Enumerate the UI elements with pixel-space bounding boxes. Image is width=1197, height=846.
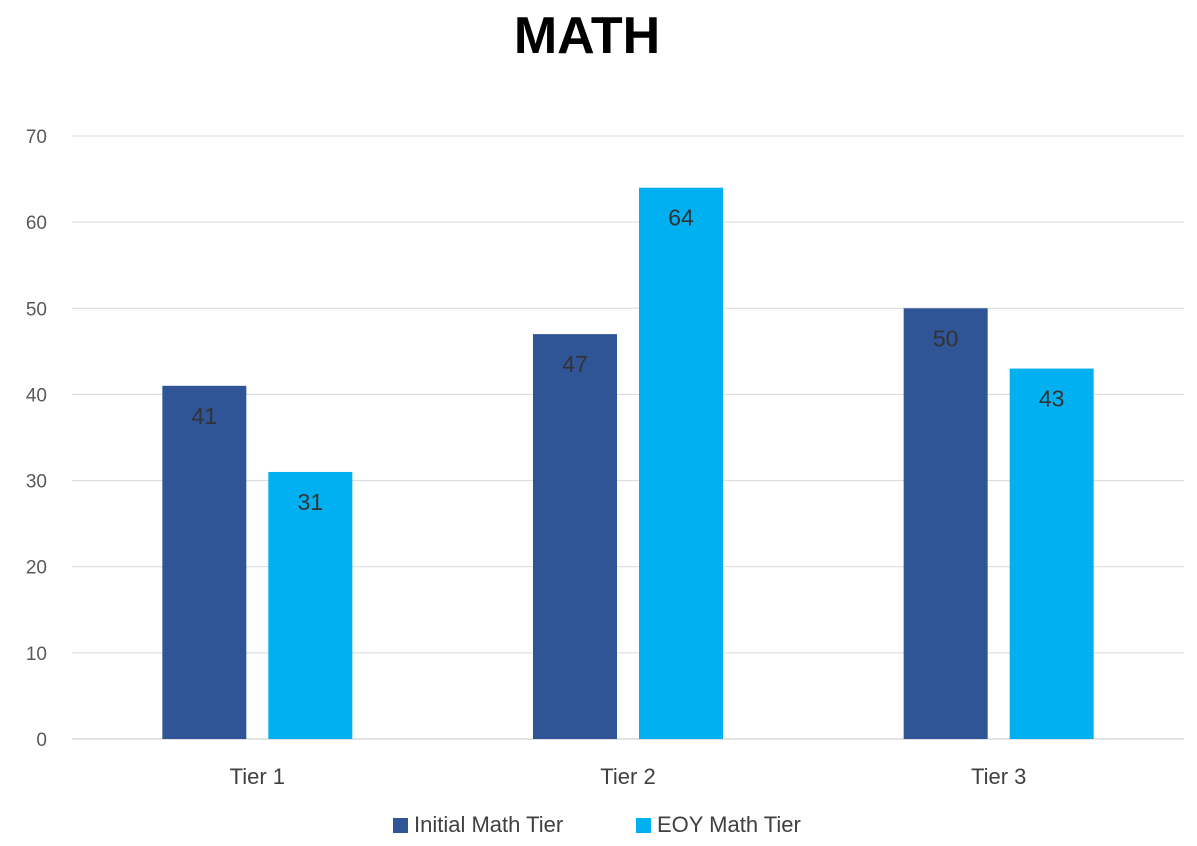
y-tick-label: 70 bbox=[26, 127, 47, 148]
x-tick-label-tier-2: Tier 2 bbox=[600, 764, 655, 789]
y-tick-label: 50 bbox=[26, 299, 47, 320]
legend-swatch bbox=[636, 818, 651, 833]
bar-initial-math-tier-tier-2 bbox=[533, 334, 617, 739]
y-tick-label: 40 bbox=[26, 385, 47, 406]
bar-eoy-math-tier-tier-1 bbox=[268, 471, 353, 739]
chart-title: MATH bbox=[514, 7, 660, 65]
data-label-eoy-math-tier-tier-2: 64 bbox=[668, 205, 694, 231]
y-axis-ticks: 0 10 20 30 40 50 60 70 bbox=[26, 127, 47, 751]
legend-item-eoy-math-tier: EOY Math Tier bbox=[636, 812, 801, 837]
legend-item-initial-math-tier: Initial Math Tier bbox=[393, 812, 563, 837]
data-label-eoy-math-tier-tier-3: 43 bbox=[1039, 386, 1065, 412]
legend-swatch bbox=[393, 818, 408, 833]
y-tick-label: 60 bbox=[26, 213, 47, 234]
bar-eoy-math-tier-tier-3 bbox=[1009, 368, 1094, 739]
x-axis-categories: Tier 1 Tier 2 Tier 3 bbox=[230, 764, 1027, 789]
legend: Initial Math Tier EOY Math Tier bbox=[393, 812, 801, 837]
y-tick-label: 10 bbox=[26, 644, 47, 665]
bars bbox=[162, 187, 1094, 739]
y-tick-label: 30 bbox=[26, 472, 47, 493]
y-tick-label: 20 bbox=[26, 558, 47, 579]
data-label-initial-math-tier-tier-2: 47 bbox=[562, 351, 588, 377]
x-tick-label-tier-3: Tier 3 bbox=[971, 764, 1026, 789]
gridlines bbox=[72, 135, 1184, 740]
bar-initial-math-tier-tier-3 bbox=[903, 308, 988, 739]
x-tick-label-tier-1: Tier 1 bbox=[230, 764, 285, 789]
data-labels: 41 31 47 64 50 43 bbox=[192, 205, 1065, 515]
legend-label: EOY Math Tier bbox=[657, 812, 801, 837]
bar-initial-math-tier-tier-1 bbox=[162, 385, 247, 739]
data-label-eoy-math-tier-tier-1: 31 bbox=[298, 489, 324, 515]
legend-label: Initial Math Tier bbox=[414, 812, 563, 837]
y-tick-label: 0 bbox=[36, 730, 47, 751]
data-label-initial-math-tier-tier-1: 41 bbox=[192, 403, 218, 429]
data-label-initial-math-tier-tier-3: 50 bbox=[933, 325, 959, 351]
bar-eoy-math-tier-tier-2 bbox=[639, 187, 723, 739]
